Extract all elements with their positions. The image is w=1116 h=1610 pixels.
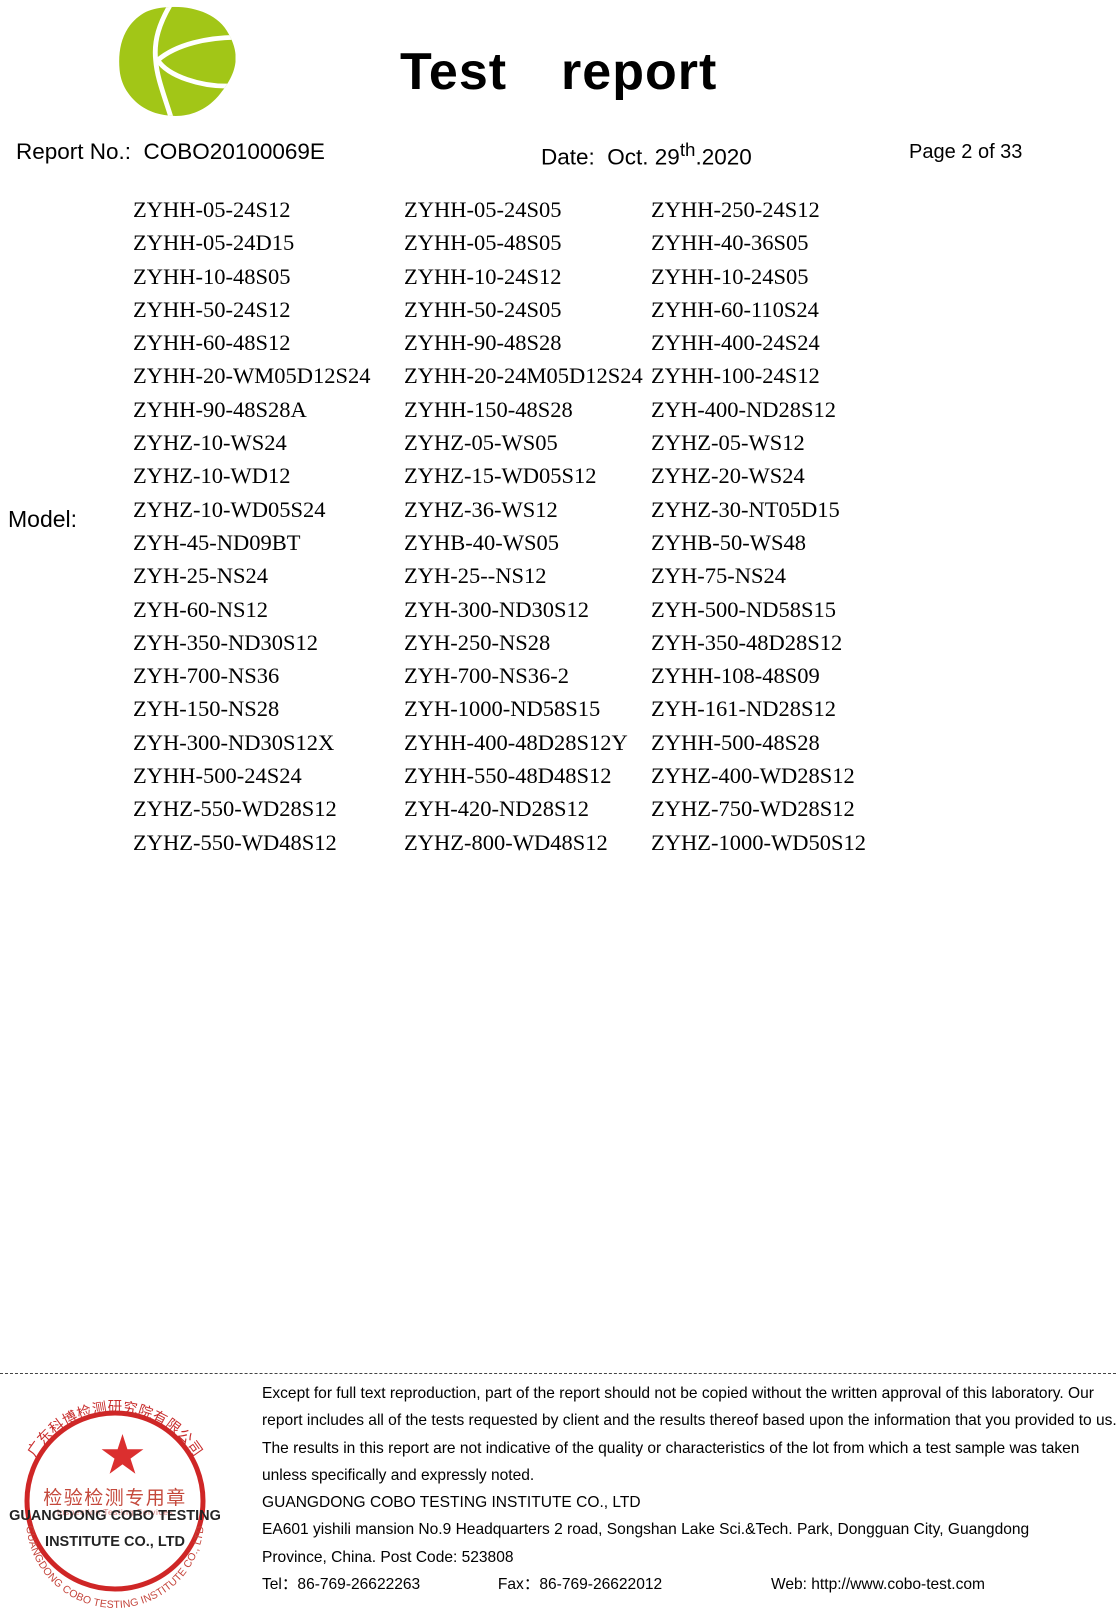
svg-text:GUANGDONG COBO TESTING: GUANGDONG COBO TESTING <box>9 1508 221 1524</box>
svg-text:检验检测专用章: 检验检测专用章 <box>43 1487 187 1509</box>
svg-text:INSTITUTE CO., LTD: INSTITUTE CO., LTD <box>45 1534 185 1550</box>
